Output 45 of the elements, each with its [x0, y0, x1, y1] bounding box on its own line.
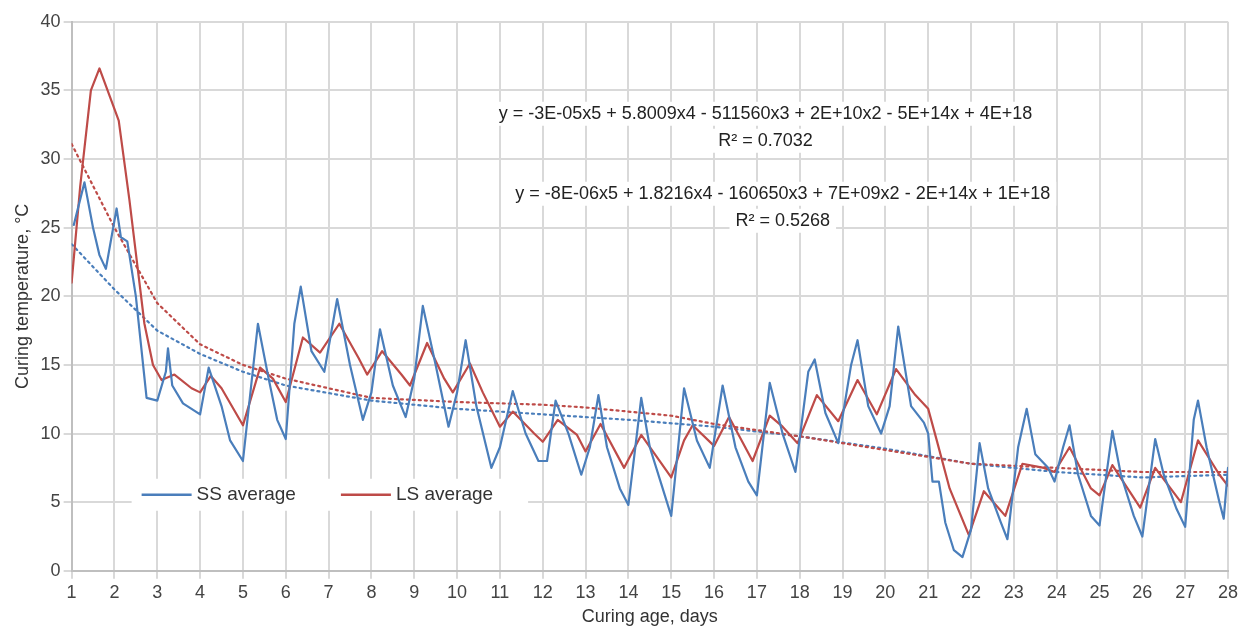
x-tick-label: 6: [280, 581, 291, 602]
legend-label: LS average: [395, 483, 494, 505]
x-tick-label: 14: [618, 581, 639, 602]
x-tick-label: 25: [1089, 581, 1110, 602]
x-tick-label: 16: [704, 581, 725, 602]
y-tick-label: 30: [40, 148, 61, 169]
x-tick-label: 26: [1132, 581, 1153, 602]
x-tick-label: 10: [447, 581, 468, 602]
y-tick-label: 20: [40, 285, 61, 306]
y-axis-title: Curing temperature, °C: [11, 203, 32, 389]
annotation: R² = 0.5268: [735, 209, 831, 230]
x-tick-label: 4: [195, 581, 206, 602]
y-tick-label: 0: [50, 559, 61, 580]
y-tick-label: 40: [40, 10, 61, 31]
x-tick-label: 19: [832, 581, 853, 602]
x-tick-label: 12: [532, 581, 553, 602]
y-tick-label: 5: [50, 491, 61, 512]
x-tick-label: 20: [875, 581, 896, 602]
x-tick-label: 18: [789, 581, 810, 602]
x-tick-label: 11: [490, 581, 510, 602]
x-tick-label: 17: [746, 581, 767, 602]
x-tick-label: 7: [323, 581, 334, 602]
annotation: y = -8E-06x5 + 1.8216x4 - 160650x3 + 7E+09x2 - 2E+14x + 1E+18: [515, 182, 1051, 203]
x-tick-label: 24: [1046, 581, 1067, 602]
x-tick-label: 28: [1217, 581, 1239, 602]
x-tick-label: 2: [109, 581, 120, 602]
legend-label: SS average: [196, 483, 296, 505]
x-tick-label: 9: [409, 581, 420, 602]
x-tick-label: 23: [1003, 581, 1024, 602]
y-tick-label: 35: [40, 79, 61, 100]
x-axis-title: Curing age, days: [581, 606, 718, 627]
x-tick-label: 13: [575, 581, 596, 602]
x-tick-label: 21: [918, 581, 939, 602]
y-tick-label: 10: [40, 422, 61, 443]
annotation: y = -3E-05x5 + 5.8009x4 - 511560x3 + 2E+10x2 - 5E+14x + 4E+18: [498, 102, 1033, 123]
x-tick-label: 27: [1175, 581, 1196, 602]
y-tick-label: 15: [40, 353, 61, 374]
annotation: R² = 0.7032: [718, 129, 813, 150]
x-tick-label: 15: [661, 581, 682, 602]
x-tick-label: 22: [961, 581, 982, 602]
x-tick-label: 8: [366, 581, 377, 602]
x-tick-label: 1: [66, 581, 77, 602]
x-tick-label: 5: [237, 581, 248, 602]
y-tick-label: 25: [40, 216, 61, 237]
x-tick-label: 3: [152, 581, 163, 602]
